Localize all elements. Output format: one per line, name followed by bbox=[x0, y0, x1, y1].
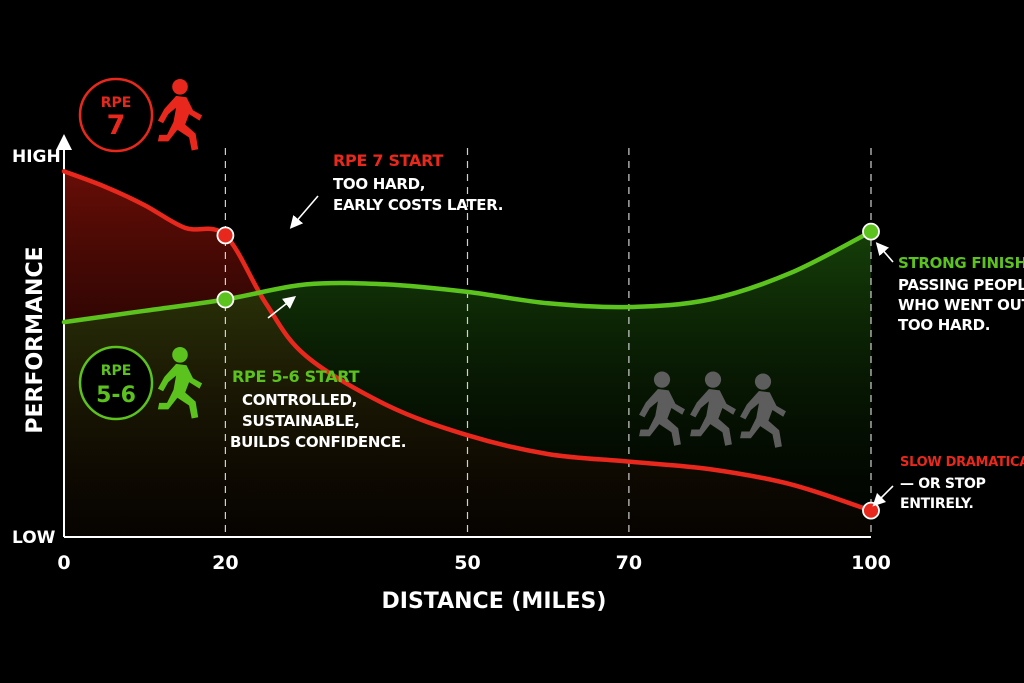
annotation-line: TOO HARD, bbox=[333, 175, 425, 193]
badge-circle bbox=[78, 345, 154, 421]
annotation-line: — OR STOP bbox=[900, 476, 986, 492]
annotation-title: RPE 7 START bbox=[333, 151, 443, 170]
series-line-1 bbox=[61, 169, 874, 513]
annotation-4: SLOW DRAMATICALLY — OR STOP ENTIRELY. bbox=[872, 455, 1024, 512]
badge-circle bbox=[78, 77, 154, 153]
x-tick-label-50: 50 bbox=[454, 552, 480, 574]
series-line-2 bbox=[61, 229, 874, 325]
annotation-arrow bbox=[289, 195, 319, 229]
x-axis-title: DISTANCE (MILES) bbox=[382, 589, 607, 614]
annotation-line: CONTROLLED, bbox=[242, 391, 357, 409]
badge-label-value: 5-6 bbox=[96, 383, 136, 408]
annotation-line: BUILDS CONFIDENCE. bbox=[230, 433, 406, 451]
annotation-arrow bbox=[875, 242, 894, 263]
series-marker-2-100 bbox=[862, 222, 880, 241]
series-markers bbox=[216, 222, 880, 520]
badge-label-top: RPE bbox=[101, 95, 132, 111]
annotation-title: SLOW DRAMATICALLY bbox=[900, 455, 1024, 470]
annotation-title: RPE 5-6 START bbox=[232, 367, 360, 386]
series-lines bbox=[61, 169, 874, 513]
annotation-arrow bbox=[872, 485, 894, 507]
annotation-3: STRONG FINISH. PASSING PEOPLE WHO WENT OUT… bbox=[875, 242, 1024, 334]
badge-label-top: RPE bbox=[101, 363, 132, 379]
x-tick-label-0: 0 bbox=[57, 552, 70, 574]
series-marker-2-20 bbox=[216, 290, 235, 309]
annotation-line: EARLY COSTS LATER. bbox=[333, 196, 503, 214]
annotation-line: PASSING PEOPLE bbox=[898, 276, 1024, 294]
series-marker-1-20 bbox=[216, 226, 235, 245]
y-tick-label-low: LOW bbox=[12, 528, 56, 548]
annotation-line: WHO WENT OUT bbox=[898, 296, 1024, 314]
x-tick-label-70: 70 bbox=[616, 552, 642, 574]
annotation-line: ENTIRELY. bbox=[900, 496, 974, 512]
y-tick-label-high: HIGH bbox=[12, 147, 61, 167]
rpe-badge-2: RPE 5-6 bbox=[78, 345, 203, 421]
runner-icon bbox=[157, 79, 203, 151]
y-axis-title: PERFORMANCE bbox=[23, 246, 48, 433]
axes bbox=[56, 134, 871, 538]
annotation-line: SUSTAINABLE, bbox=[242, 412, 360, 430]
annotation-1: RPE 7 START TOO HARD, EARLY COSTS LATER. bbox=[289, 151, 503, 229]
series-marker-1-100 bbox=[862, 501, 880, 520]
annotation-2: RPE 5-6 START CONTROLLED, SUSTAINABLE, BUIL… bbox=[230, 296, 406, 451]
x-tick-label-100: 100 bbox=[851, 552, 891, 574]
axis-labels: 0 20 50 70 100 HIGH LOW DISTANCE (MILES) PERFORM… bbox=[12, 147, 891, 614]
x-tick-label-20: 20 bbox=[212, 552, 238, 574]
annotation-title: STRONG FINISH. bbox=[898, 254, 1024, 272]
annotation-arrow bbox=[267, 296, 297, 319]
badge-label-value: 7 bbox=[107, 110, 126, 141]
annotation-line: TOO HARD. bbox=[898, 316, 990, 334]
